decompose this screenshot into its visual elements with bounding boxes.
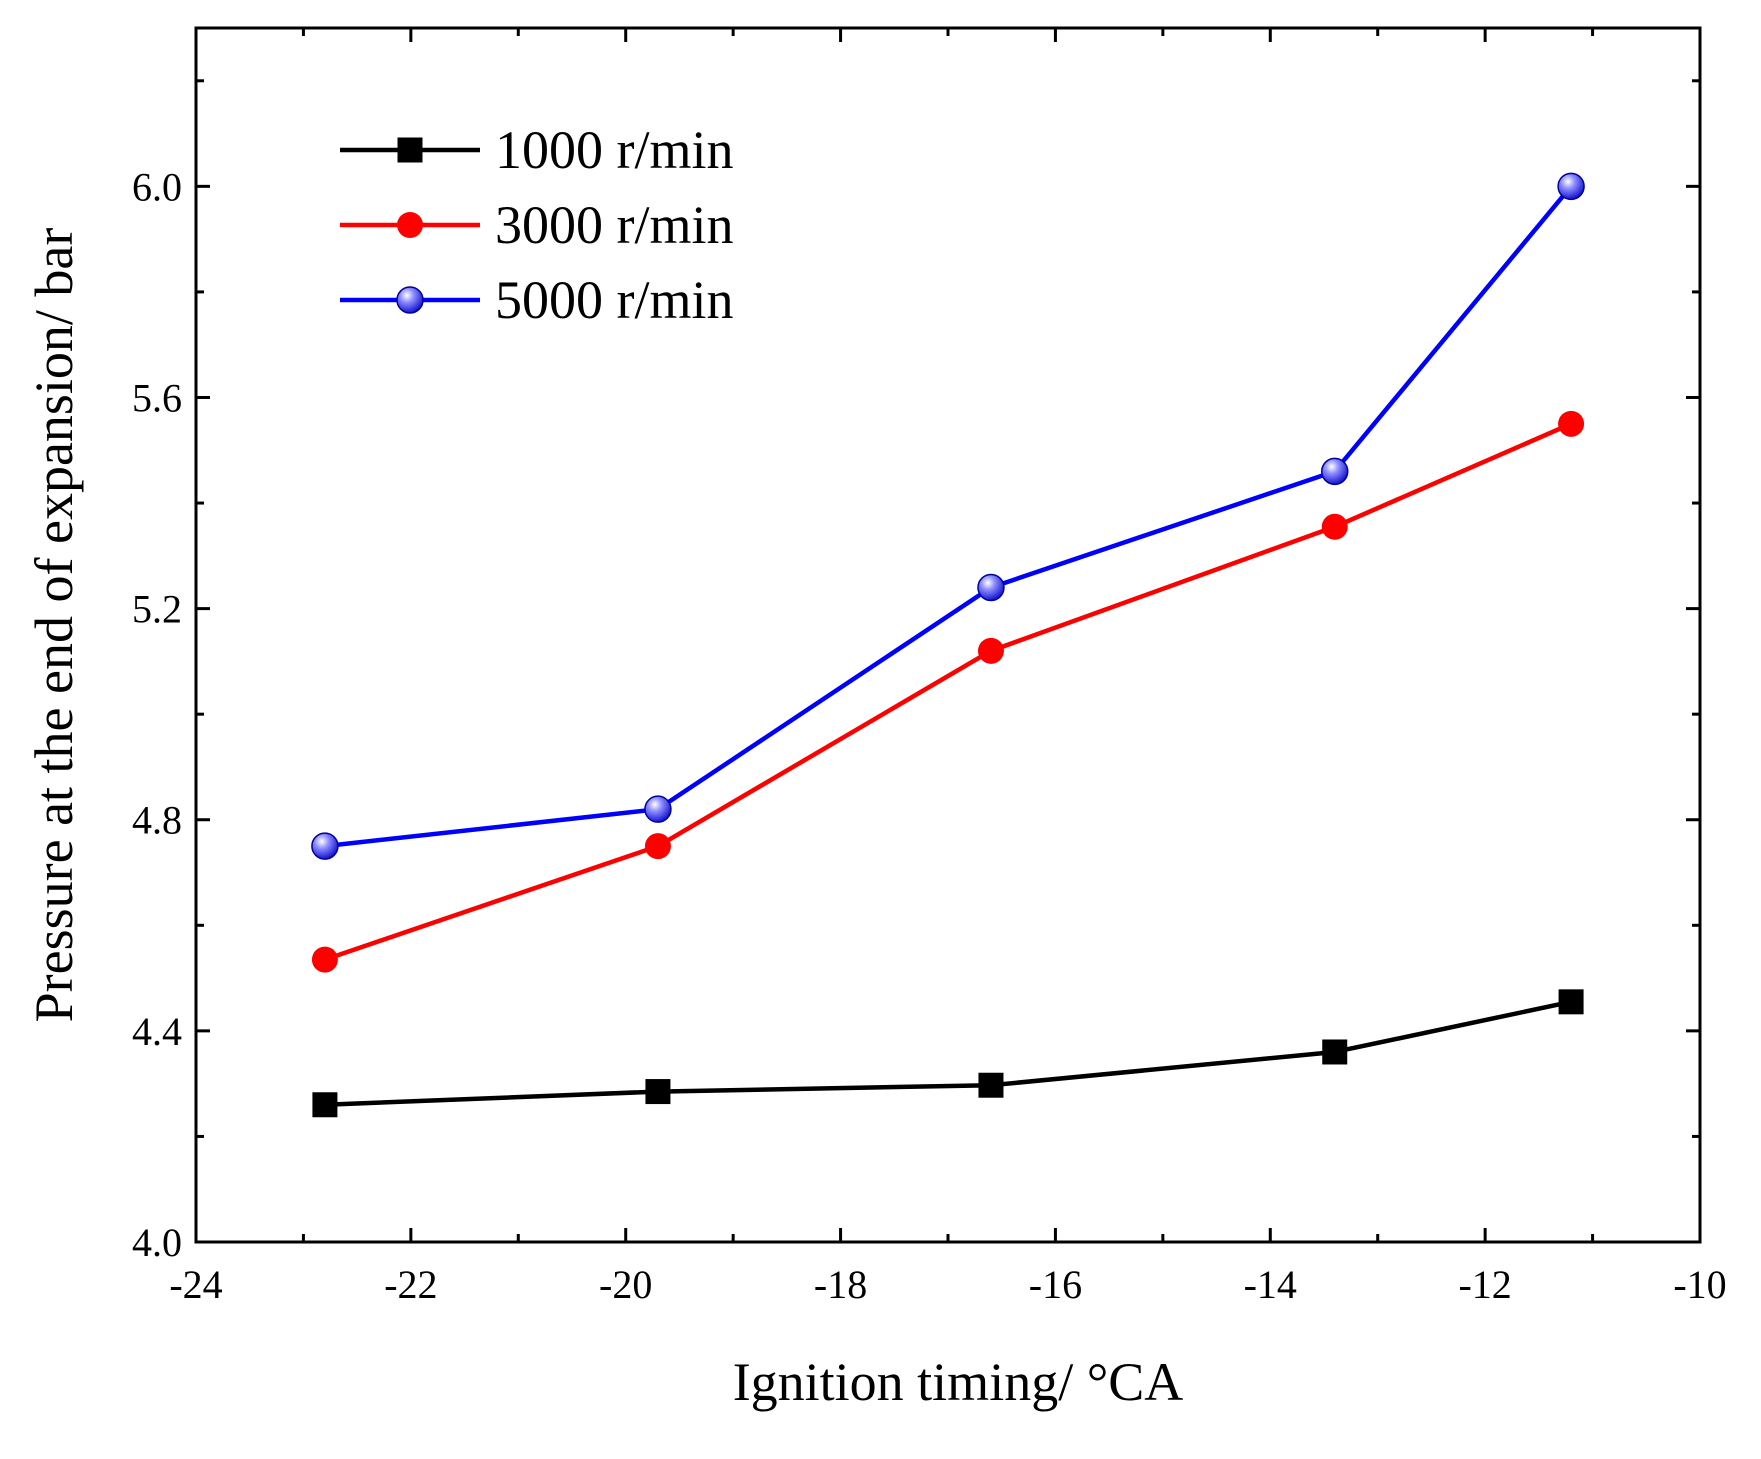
legend-label: 5000 r/min <box>495 270 734 330</box>
x-tick-label: -20 <box>599 1262 652 1307</box>
data-point <box>1558 989 1584 1015</box>
series-5000-r-min <box>311 172 1585 860</box>
y-tick-label: 5.2 <box>132 587 182 632</box>
x-tick-label: -24 <box>169 1262 222 1307</box>
data-point <box>311 946 338 973</box>
x-tick-label: -12 <box>1458 1262 1511 1307</box>
data-point <box>1320 457 1349 486</box>
x-axis-title: Ignition timing/ °CA <box>733 1352 1184 1412</box>
legend: 1000 r/min 3000 r/min 5000 r/min <box>340 120 734 330</box>
y-tick-label: 5.6 <box>132 375 182 420</box>
legend-label: 1000 r/min <box>495 120 734 180</box>
legend-marker <box>397 137 423 163</box>
series-layer <box>311 172 1585 1118</box>
axis-titles: Ignition timing/ °CA Pressure at the end… <box>24 228 1183 1412</box>
y-tick-label: 4.8 <box>132 798 182 843</box>
data-point <box>1322 1039 1348 1065</box>
y-axis-title: Pressure at the end of expansion/ bar <box>24 228 84 1023</box>
data-point <box>645 1079 671 1105</box>
plot-frame <box>194 26 1702 1244</box>
legend-label: 3000 r/min <box>495 195 734 255</box>
series-line <box>324 421 1572 962</box>
data-point <box>1557 172 1585 201</box>
x-tick-label: -16 <box>1029 1262 1082 1307</box>
x-tick-label: -22 <box>384 1262 437 1307</box>
plot-area: -24 -22 -20 -18 -16 -14 -12 -10 4.0 4.4 4.8 5.2 5.6 6… <box>132 26 1727 1307</box>
data-point <box>311 832 339 860</box>
x-tick-label: -10 <box>1673 1262 1726 1307</box>
x-tick-label: -14 <box>1244 1262 1297 1307</box>
data-point <box>978 1072 1004 1098</box>
series-line <box>324 999 1572 1108</box>
y-tick-label: 6.0 <box>132 164 182 209</box>
data-point <box>1321 513 1348 540</box>
legend-marker <box>396 286 424 314</box>
data-point <box>644 795 672 823</box>
data-point <box>977 637 1004 664</box>
y-tick-label: 4.0 <box>132 1220 182 1265</box>
x-tick-label: -18 <box>814 1262 867 1307</box>
data-point <box>977 573 1005 602</box>
series-1000-r-min <box>312 989 1584 1118</box>
data-point <box>312 1092 338 1118</box>
y-tick-label: 4.4 <box>132 1009 182 1054</box>
data-point <box>1558 410 1585 437</box>
series-3000-r-min <box>311 410 1585 973</box>
legend-marker <box>397 212 423 238</box>
data-point <box>644 833 671 860</box>
